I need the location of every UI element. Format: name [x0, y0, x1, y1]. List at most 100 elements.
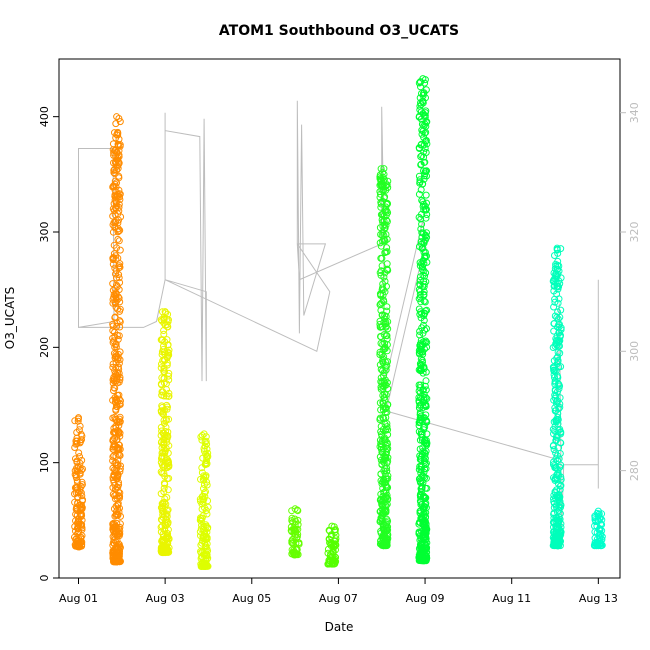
- o3-point: [198, 436, 206, 444]
- o3-point: [159, 408, 167, 416]
- o3-point: [165, 316, 172, 324]
- o3-point: [422, 191, 430, 199]
- o3-point: [204, 503, 212, 511]
- o3-point: [377, 254, 385, 262]
- o3-point: [594, 507, 602, 515]
- o3-point: [112, 134, 120, 142]
- o3-point: [112, 469, 120, 477]
- o3-point: [379, 182, 387, 190]
- o3-point: [77, 533, 85, 541]
- o3-point: [77, 436, 85, 444]
- o3-point: [422, 403, 430, 410]
- o3-point: [376, 436, 384, 444]
- o3-point: [377, 339, 385, 347]
- y-axis-label: O3_UCATS: [3, 287, 17, 349]
- o3-point: [77, 501, 85, 509]
- x-axis-label: Date: [325, 620, 354, 634]
- o3-point-cluster: [287, 505, 303, 559]
- o3-point: [379, 359, 387, 367]
- o3-point: [382, 508, 390, 516]
- o3-point: [164, 403, 171, 411]
- o3-point: [554, 257, 562, 265]
- o3-point: [417, 490, 425, 498]
- o3-point: [377, 198, 385, 206]
- o3-point: [160, 374, 168, 382]
- o3-point: [422, 459, 430, 467]
- o3-point: [415, 213, 423, 221]
- o3-point: [78, 512, 86, 519]
- o3-point: [116, 246, 124, 254]
- o3-point: [203, 481, 211, 489]
- o3-point: [416, 179, 424, 187]
- o3-point: [116, 432, 124, 440]
- o3-point: [78, 478, 86, 486]
- o3-point: [421, 232, 429, 240]
- o3-point: [420, 310, 428, 318]
- o3-point: [115, 237, 123, 245]
- o3-point: [379, 392, 387, 399]
- o3-point: [553, 244, 561, 252]
- o3-point: [421, 158, 429, 166]
- o3-point: [110, 241, 118, 249]
- o3-point: [383, 260, 391, 268]
- o3-point: [114, 446, 122, 454]
- o3-point: [115, 274, 123, 282]
- o3-point: [116, 418, 124, 426]
- o3-point: [160, 417, 168, 424]
- o3-point: [114, 225, 122, 233]
- o3-point: [112, 363, 120, 371]
- o3-point: [116, 523, 124, 531]
- o3-point: [382, 520, 390, 528]
- o3-point: [165, 376, 173, 384]
- o3-point: [555, 472, 563, 479]
- o3-point: [419, 444, 427, 452]
- o3-point: [551, 282, 559, 290]
- o3-point: [294, 516, 302, 524]
- o3-point: [111, 211, 119, 219]
- o3-point: [110, 540, 118, 548]
- o3-point: [415, 422, 423, 430]
- o3-point: [555, 283, 563, 291]
- o3-point: [416, 327, 424, 335]
- o3-point: [556, 382, 564, 390]
- o3-point: [109, 443, 117, 451]
- o3-point: [111, 170, 119, 178]
- o3-point: [76, 422, 84, 430]
- o3-point: [554, 420, 562, 428]
- o3-point: [378, 211, 386, 218]
- o3-point: [417, 83, 424, 91]
- o3-point: [420, 396, 428, 404]
- o3-point: [112, 407, 120, 414]
- o3-point: [554, 397, 562, 405]
- o3-point: [550, 461, 557, 469]
- o3-point: [551, 252, 558, 259]
- theta-series-line: [78, 100, 599, 531]
- o3-point: [110, 254, 117, 261]
- o3-point: [72, 474, 80, 482]
- o3-point: [553, 290, 561, 298]
- o3-point: [417, 469, 425, 477]
- o3-point: [380, 530, 388, 538]
- o3-point: [157, 528, 165, 536]
- o3-point: [114, 528, 122, 536]
- o3-point: [377, 165, 385, 173]
- o3-point: [379, 222, 387, 230]
- o3-point: [111, 492, 119, 500]
- o3-point: [381, 249, 389, 257]
- o3-point: [549, 344, 557, 351]
- x-axis: Aug 01 Aug 03 Aug 05 Aug 07 Aug 09 Aug 11 Aug …: [59, 577, 618, 605]
- o3-point: [550, 303, 558, 311]
- o3-point: [553, 418, 561, 426]
- o3-point: [594, 511, 602, 519]
- o3-point: [199, 535, 207, 542]
- o3-point: [380, 186, 388, 194]
- x-tick-label: Aug 09: [406, 592, 445, 605]
- o3-point: [116, 142, 124, 150]
- o3-point: [115, 332, 123, 340]
- chart-title: ATOM1 Southbound O3_UCATS: [219, 23, 459, 39]
- o3-point: [422, 214, 430, 222]
- o3-point: [379, 426, 387, 433]
- o3-point: [113, 166, 121, 174]
- o3-point: [110, 424, 118, 432]
- o3-point: [114, 164, 122, 172]
